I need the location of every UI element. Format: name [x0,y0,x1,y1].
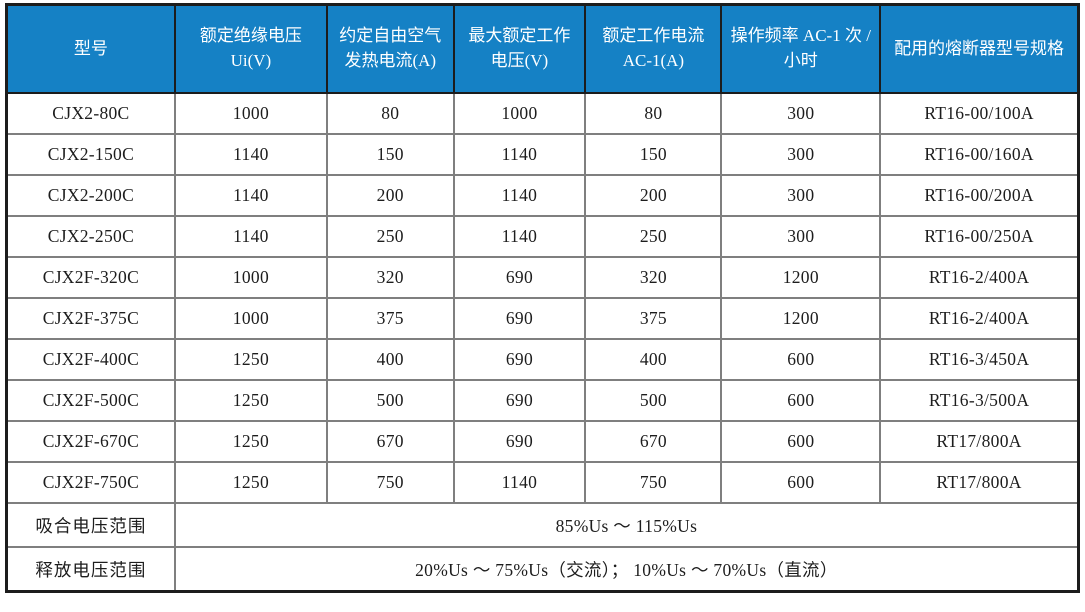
value-cell: 690 [452,420,587,463]
value-cell: 250 [584,215,723,258]
value-cell: 400 [584,338,723,381]
model-cell: CJX2F-750C [5,461,176,504]
value-cell: 1250 [173,338,329,381]
footer-label: 吸合电压范围 [5,502,176,548]
model-cell: CJX2F-320C [5,256,176,299]
table-row: CJX2-80C 1000 80 1000 80 300 RT16-00/100A [5,92,1080,135]
table-row: CJX2F-500C 1250 500 690 500 600 RT16-3/500A [5,379,1080,422]
value-cell: 1250 [173,379,329,422]
value-cell: 1140 [452,215,587,258]
value-cell: 670 [326,420,455,463]
value-cell: 1000 [452,92,587,135]
table-row: CJX2-150C 1140 150 1140 150 300 RT16-00/160A [5,133,1080,176]
column-header-7: 配用的熔断器型号规格 [879,3,1080,94]
footer-row: 吸合电压范围 85%Us ～ 115%Us [5,502,1080,548]
value-cell: 1250 [173,461,329,504]
table-row: CJX2F-320C 1000 320 690 320 1200 RT16-2/400A [5,256,1080,299]
value-cell: RT16-2/400A [879,256,1080,299]
value-cell: 500 [584,379,723,422]
value-cell: 320 [326,256,455,299]
model-cell: CJX2F-400C [5,338,176,381]
value-cell: RT17/800A [879,461,1080,504]
value-cell: 1140 [173,133,329,176]
value-cell: RT16-00/160A [879,133,1080,176]
table-row: CJX2-200C 1140 200 1140 200 300 RT16-00/200A [5,174,1080,217]
value-cell: 500 [326,379,455,422]
table-row: CJX2-250C 1140 250 1140 250 300 RT16-00/250A [5,215,1080,258]
table-row: CJX2F-400C 1250 400 690 400 600 RT16-3/450A [5,338,1080,381]
value-cell: 690 [452,297,587,340]
value-cell: RT16-00/100A [879,92,1080,135]
value-cell: 600 [720,338,882,381]
footer-value: 20%Us ～ 75%Us（交流）； 10%Us ～ 70%Us（直流） [173,546,1080,593]
value-cell: RT16-3/450A [879,338,1080,381]
value-cell: 150 [326,133,455,176]
value-cell: 690 [452,379,587,422]
column-header-3: 约定自由空气发热电流(A) [326,3,455,94]
value-cell: 80 [326,92,455,135]
value-cell: 670 [584,420,723,463]
table-header-row: 型号 额定绝缘电压 Ui(V) 约定自由空气发热电流(A) 最大额定工作电压(V) 额定… [5,3,1080,94]
value-cell: 200 [326,174,455,217]
model-cell: CJX2-150C [5,133,176,176]
value-cell: 300 [720,92,882,135]
value-cell: RT16-00/200A [879,174,1080,217]
value-cell: 375 [584,297,723,340]
value-cell: 300 [720,133,882,176]
value-cell: 400 [326,338,455,381]
value-cell: 600 [720,420,882,463]
model-cell: CJX2-200C [5,174,176,217]
model-cell: CJX2-250C [5,215,176,258]
value-cell: 1140 [452,133,587,176]
value-cell: 1000 [173,256,329,299]
value-cell: 150 [584,133,723,176]
footer-row: 释放电压范围 20%Us ～ 75%Us（交流）； 10%Us ～ 70%Us（直… [5,546,1080,593]
value-cell: 1140 [452,174,587,217]
value-cell: 320 [584,256,723,299]
value-cell: 1140 [452,461,587,504]
column-header-2: 额定绝缘电压 Ui(V) [173,3,329,94]
value-cell: 600 [720,461,882,504]
value-cell: RT17/800A [879,420,1080,463]
table-row: CJX2F-750C 1250 750 1140 750 600 RT17/800A [5,461,1080,504]
model-cell: CJX2F-500C [5,379,176,422]
table-row: CJX2F-670C 1250 670 690 670 600 RT17/800A [5,420,1080,463]
value-cell: RT16-00/250A [879,215,1080,258]
model-cell: CJX2F-375C [5,297,176,340]
value-cell: 1140 [173,174,329,217]
value-cell: 375 [326,297,455,340]
value-cell: 1140 [173,215,329,258]
value-cell: 200 [584,174,723,217]
value-cell: 600 [720,379,882,422]
value-cell: 1200 [720,297,882,340]
value-cell: 1250 [173,420,329,463]
model-cell: CJX2F-670C [5,420,176,463]
value-cell: RT16-2/400A [879,297,1080,340]
value-cell: 80 [584,92,723,135]
footer-value: 85%Us ～ 115%Us [173,502,1080,548]
footer-label: 释放电压范围 [5,546,176,593]
value-cell: 1000 [173,92,329,135]
spec-table: 型号 额定绝缘电压 Ui(V) 约定自由空气发热电流(A) 最大额定工作电压(V) 额定… [5,3,1080,593]
value-cell: 750 [584,461,723,504]
value-cell: 690 [452,256,587,299]
value-cell: 750 [326,461,455,504]
value-cell: 1200 [720,256,882,299]
value-cell: RT16-3/500A [879,379,1080,422]
model-cell: CJX2-80C [5,92,176,135]
value-cell: 300 [720,174,882,217]
value-cell: 300 [720,215,882,258]
page: 型号 额定绝缘电压 Ui(V) 约定自由空气发热电流(A) 最大额定工作电压(V) 额定… [5,3,1080,593]
column-header-4: 最大额定工作电压(V) [452,3,587,94]
column-header-6: 操作频率 AC-1 次 / 小时 [720,3,882,94]
column-header-1: 型号 [5,3,176,94]
table-row: CJX2F-375C 1000 375 690 375 1200 RT16-2/400A [5,297,1080,340]
value-cell: 250 [326,215,455,258]
column-header-5: 额定工作电流 AC-1(A) [584,3,723,94]
value-cell: 1000 [173,297,329,340]
value-cell: 690 [452,338,587,381]
